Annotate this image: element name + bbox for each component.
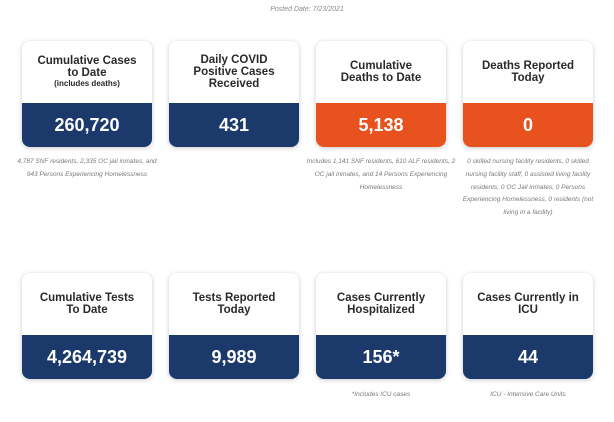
- card-header: Deaths Reported Today: [463, 41, 593, 103]
- card-header: Cumulative Tests To Date: [22, 273, 152, 335]
- card-note: ICU - Intensive Care Units: [490, 391, 566, 398]
- card-cumulative-tests: Cumulative Tests To Date 4,264,739: [22, 273, 152, 379]
- card-currently-hospitalized: Cases Currently Hospitalized 156*: [316, 273, 446, 379]
- card-subtitle: (includes deaths): [54, 79, 120, 88]
- card-title: Tests Reported Today: [192, 292, 276, 316]
- card-title: Daily COVID Positive Cases Received: [193, 54, 275, 90]
- card-value: 44: [463, 335, 593, 379]
- card-value: 431: [169, 103, 299, 147]
- posted-date: Posted Date: 7/23/2021: [270, 6, 344, 13]
- card-cumulative-deaths: Cumulative Deaths to Date 5,138: [316, 41, 446, 147]
- card-deaths-today: Deaths Reported Today 0: [463, 41, 593, 147]
- card-header: Cases Currently in ICU: [463, 273, 593, 335]
- card-note: *Includes ICU cases: [351, 391, 411, 398]
- card-header: Cumulative Cases to Date (includes death…: [22, 41, 152, 103]
- card-note: 0 skilled nursing facility residents, 0 …: [462, 158, 594, 217]
- card-tests-today: Tests Reported Today 9,989: [169, 273, 299, 379]
- card-value: 4,264,739: [22, 335, 152, 379]
- card-note: 4,787 SNF residents, 2,335 OC jail inmat…: [17, 158, 157, 178]
- card-value: 5,138: [316, 103, 446, 147]
- card-header: Tests Reported Today: [169, 273, 299, 335]
- card-title: Cumulative Cases to Date: [37, 55, 137, 79]
- card-note: Includes 1,141 SNF residents, 610 ALF re…: [306, 158, 456, 191]
- card-title: Deaths Reported Today: [481, 60, 575, 84]
- card-header: Cumulative Deaths to Date: [316, 41, 446, 103]
- card-value: 156*: [316, 335, 446, 379]
- card-title: Cumulative Deaths to Date: [340, 60, 422, 84]
- card-value: 0: [463, 103, 593, 147]
- card-daily-positive-cases: Daily COVID Positive Cases Received 431: [169, 41, 299, 147]
- card-value: 260,720: [22, 103, 152, 147]
- card-header: Cases Currently Hospitalized: [316, 273, 446, 335]
- card-cumulative-cases: Cumulative Cases to Date (includes death…: [22, 41, 152, 147]
- card-currently-in-icu: Cases Currently in ICU 44: [463, 273, 593, 379]
- card-value: 9,989: [169, 335, 299, 379]
- card-header: Daily COVID Positive Cases Received: [169, 41, 299, 103]
- card-title: Cumulative Tests To Date: [39, 292, 135, 316]
- card-title: Cases Currently in ICU: [477, 292, 579, 316]
- card-title: Cases Currently Hospitalized: [336, 292, 426, 316]
